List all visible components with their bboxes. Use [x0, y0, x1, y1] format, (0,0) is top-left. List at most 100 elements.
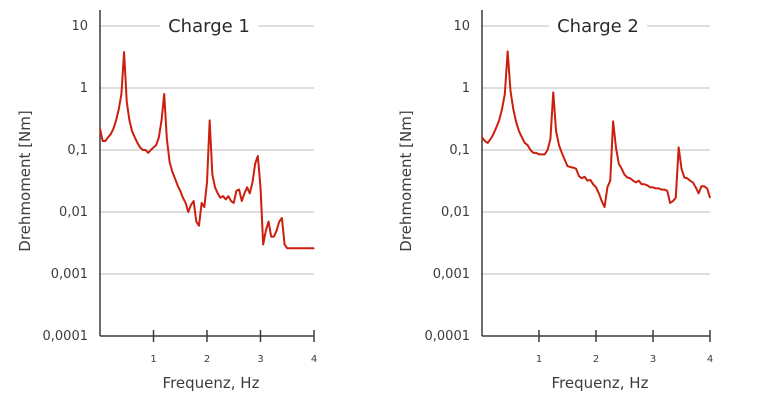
data-point	[672, 200, 674, 202]
data-point	[160, 119, 163, 122]
data-point	[504, 93, 506, 95]
data-point	[243, 192, 246, 194]
y-tick-label: 0,01	[441, 205, 470, 220]
x-tick-label: 1	[150, 354, 156, 365]
x-tick-label: 4	[311, 354, 317, 365]
data-point	[595, 186, 597, 188]
data-point	[584, 176, 586, 178]
y-tick-label: 1	[462, 81, 470, 96]
data-point	[501, 108, 503, 111]
data-point	[203, 206, 205, 208]
data-point	[643, 183, 646, 185]
data-point	[495, 126, 497, 129]
data-point	[289, 247, 291, 249]
data-point	[507, 50, 509, 52]
y-tick-label: 1	[80, 81, 88, 96]
data-point	[589, 179, 591, 181]
data-point	[292, 247, 294, 249]
data-point	[302, 247, 304, 249]
data-point	[618, 163, 620, 165]
data-point	[168, 161, 171, 163]
data-point	[294, 247, 296, 249]
data-point	[572, 167, 574, 169]
data-point	[174, 177, 176, 179]
data-point	[128, 119, 131, 122]
data-point	[552, 91, 554, 93]
data-point	[512, 108, 514, 111]
y-tick-label: 0,0001	[425, 329, 471, 344]
data-point	[134, 136, 136, 138]
data-point	[660, 188, 663, 191]
data-point	[267, 221, 270, 223]
data-point	[265, 230, 267, 232]
data-point	[195, 221, 197, 223]
data-point	[249, 192, 251, 194]
data-point	[629, 177, 631, 179]
data-point	[669, 202, 671, 204]
data-point	[259, 186, 262, 188]
data-point	[680, 168, 683, 170]
y-tick-label: 10	[71, 19, 88, 34]
data-point	[538, 153, 540, 155]
y-axis-title: Drehmoment [Nm]	[397, 110, 415, 251]
data-point	[147, 152, 149, 154]
data-point	[225, 198, 227, 200]
data-point	[598, 192, 600, 194]
data-point	[621, 168, 623, 170]
data-point	[655, 187, 657, 190]
y-tick-label: 0,01	[59, 205, 88, 220]
data-point	[112, 128, 114, 130]
data-point	[615, 146, 617, 149]
data-point	[544, 153, 546, 155]
data-point	[131, 130, 133, 132]
data-point	[158, 136, 160, 138]
chart-panel-1: 0,0001 0,001 0,01 0,1 1 10 1 2 3 4 Charge 1 Frequen…	[16, 10, 317, 392]
data-point	[561, 152, 563, 154]
data-point	[632, 180, 634, 182]
data-point	[700, 185, 703, 187]
data-point	[592, 183, 594, 185]
data-point	[578, 175, 580, 177]
x-axis-title: Frequenz, Hz	[552, 374, 649, 392]
data-point	[649, 186, 651, 188]
data-point	[566, 165, 569, 167]
data-point	[152, 146, 155, 149]
data-point	[262, 243, 264, 246]
data-point	[166, 138, 168, 140]
chart-title: Charge 2	[557, 16, 639, 37]
data-point	[198, 225, 200, 227]
data-point	[155, 144, 157, 146]
data-point	[498, 119, 500, 122]
data-point	[484, 140, 486, 142]
y-tick-label: 0,001	[433, 267, 470, 282]
data-point	[646, 184, 648, 186]
data-point	[658, 187, 660, 190]
data-point	[601, 200, 603, 202]
data-point	[136, 142, 139, 144]
data-point	[171, 170, 173, 173]
data-point	[695, 186, 697, 188]
data-point	[518, 130, 520, 132]
x-tick-label: 2	[204, 354, 210, 365]
data-point	[286, 247, 288, 249]
data-point	[107, 136, 109, 138]
data-point	[118, 108, 120, 111]
data-point	[532, 152, 534, 154]
title-backing	[159, 11, 259, 37]
x-tick-label: 4	[707, 354, 713, 365]
data-point	[663, 188, 666, 191]
data-point	[549, 138, 552, 140]
data-point	[489, 138, 492, 140]
data-point	[703, 185, 705, 187]
data-point	[692, 181, 694, 184]
x-tick-label: 3	[257, 354, 263, 365]
data-point	[535, 152, 537, 154]
data-point	[163, 93, 165, 95]
data-point	[686, 177, 688, 179]
data-point	[623, 174, 626, 176]
data-point	[626, 176, 628, 179]
data-point	[638, 180, 640, 182]
data-point	[308, 247, 310, 249]
data-point	[144, 149, 147, 151]
chart-title: Charge 1	[168, 16, 250, 37]
